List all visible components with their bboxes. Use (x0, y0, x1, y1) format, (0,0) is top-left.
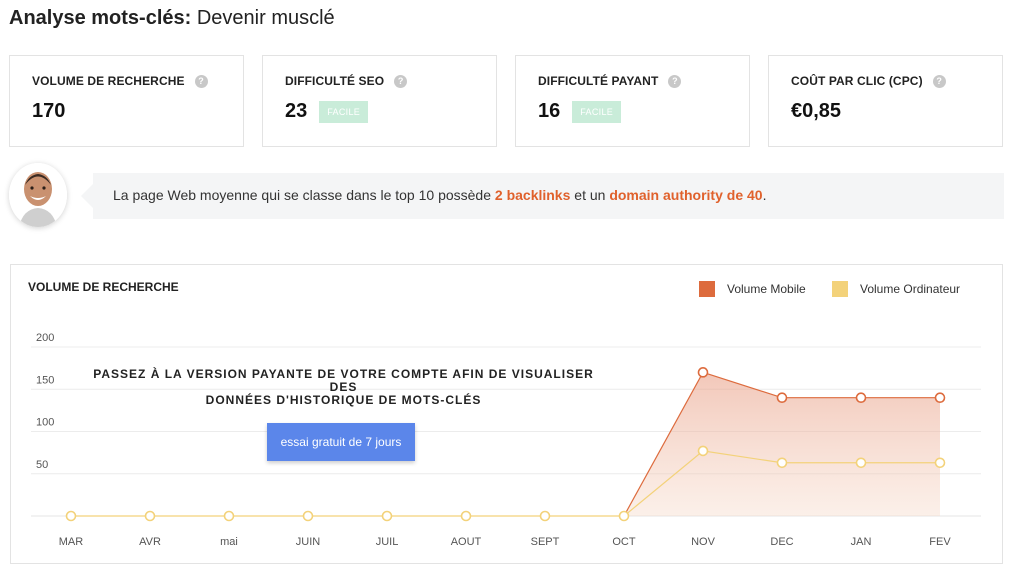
point-desktop (381, 510, 393, 522)
help-icon[interactable]: ? (668, 74, 682, 88)
metric-value-row: 170 (32, 100, 243, 123)
point-desktop (223, 510, 235, 522)
point-desktop (697, 445, 709, 457)
chart-canvas: 200 150 100 50 MAR AVR mai JUIN JUIL AOUT SEPT OCT N… (31, 332, 981, 548)
avatar (9, 163, 67, 227)
metric-label-row: COÛT PAR CLIC (CPC)? (791, 74, 1002, 88)
x-tick-label: OCT (612, 536, 636, 548)
point-mobile (934, 392, 946, 403)
metric-value-row: 16 FACILE (538, 100, 749, 123)
x-tick-label: AOUT (451, 536, 482, 548)
metric-value: 23 (285, 100, 308, 122)
x-tick-label: SEPT (531, 536, 560, 548)
legend-label: Volume Ordinateur (860, 282, 961, 296)
upgrade-message: PASSEZ À LA VERSION PAYANTE DE VOTRE COM… (91, 368, 596, 407)
x-tick-label: AVR (139, 536, 161, 548)
help-icon[interactable]: ? (394, 74, 408, 88)
x-tick-label: JUIN (296, 536, 321, 548)
legend-item-mobile: Volume Mobile (699, 281, 806, 297)
y-tick-label: 100 (36, 417, 54, 429)
info-text: et un (574, 187, 606, 203)
point-desktop (855, 457, 867, 469)
info-text: . (762, 187, 767, 203)
x-tick-label: NOV (691, 536, 716, 548)
metric-label: DIFFICULTÉ PAYANT (538, 74, 659, 88)
metric-label-row: DIFFICULTÉ PAYANT? (538, 74, 749, 88)
metric-label: DIFFICULTÉ SEO (285, 74, 385, 88)
upgrade-message-line: DONNÉES D'HISTORIQUE DE MOTS-CLÉS (205, 393, 482, 407)
x-tick-label: FEV (929, 536, 951, 548)
legend-swatch-mobile (699, 281, 715, 297)
point-desktop (776, 457, 788, 469)
metric-label-row: VOLUME DE RECHERCHE? (32, 74, 243, 88)
point-desktop (460, 510, 472, 522)
point-mobile (776, 392, 788, 403)
info-text: La page Web moyenne qui se classe dans l… (113, 187, 491, 203)
legend-swatch-desktop (832, 281, 848, 297)
metric-value-row: €0,85 (791, 100, 1002, 123)
y-tick-label: 50 (36, 459, 48, 471)
legend-label: Volume Mobile (727, 282, 806, 296)
area-mobile (624, 372, 940, 516)
domain-authority-highlight: domain authority de 40 (609, 187, 763, 203)
chart-title: VOLUME DE RECHERCHE (28, 280, 179, 294)
y-tick-label: 200 (36, 332, 54, 344)
x-tick-label: JUIL (376, 536, 399, 548)
difficulty-badge: FACILE (319, 100, 369, 123)
page-title-label: Analyse mots-clés: (9, 7, 192, 29)
backlinks-highlight: 2 backlinks (494, 187, 571, 203)
page-title: Analyse mots-clés: Devenir musclé (9, 7, 335, 30)
point-desktop (144, 510, 156, 522)
x-tick-label: JAN (851, 536, 872, 548)
metric-card-seo-difficulty: DIFFICULTÉ SEO? 23 FACILE (262, 55, 497, 147)
point-mobile (697, 367, 709, 378)
metric-label: VOLUME DE RECHERCHE (32, 74, 185, 88)
backlinks-info-bar: La page Web moyenne qui se classe dans l… (81, 173, 1004, 219)
difficulty-badge: FACILE (572, 100, 622, 123)
metric-label: COÛT PAR CLIC (CPC) (791, 74, 923, 88)
point-desktop (618, 510, 630, 522)
point-desktop (934, 457, 946, 469)
x-tick-label: MAR (59, 536, 84, 548)
metric-value: 16 (538, 100, 561, 122)
line-desktop (71, 450, 940, 517)
search-volume-chart-panel: VOLUME DE RECHERCHE Volume Mobile Volume… (10, 264, 1003, 564)
page-title-keyword: Devenir musclé (196, 7, 335, 29)
free-trial-button[interactable]: essai gratuit de 7 jours (267, 423, 415, 461)
point-mobile (855, 392, 867, 403)
metric-card-paid-difficulty: DIFFICULTÉ PAYANT? 16 FACILE (515, 55, 750, 147)
metric-value: €0,85 (791, 100, 842, 122)
help-icon[interactable]: ? (932, 74, 946, 88)
y-tick-label: 150 (36, 374, 54, 386)
x-tick-label: mai (220, 536, 238, 548)
avatar-portrait-icon (9, 163, 67, 227)
x-tick-label: DEC (770, 536, 793, 548)
metric-card-cpc: COÛT PAR CLIC (CPC)? €0,85 (768, 55, 1003, 147)
metric-value-row: 23 FACILE (285, 100, 496, 123)
help-icon[interactable]: ? (194, 74, 208, 88)
metric-value: 170 (32, 100, 66, 122)
point-desktop (65, 510, 77, 522)
point-desktop (302, 510, 314, 522)
metric-label-row: DIFFICULTÉ SEO? (285, 74, 496, 88)
metric-card-search-volume: VOLUME DE RECHERCHE? 170 (9, 55, 244, 147)
legend-item-desktop: Volume Ordinateur (832, 281, 960, 297)
point-desktop (539, 510, 551, 522)
upgrade-message-line: PASSEZ À LA VERSION PAYANTE DE VOTRE COM… (93, 367, 594, 394)
